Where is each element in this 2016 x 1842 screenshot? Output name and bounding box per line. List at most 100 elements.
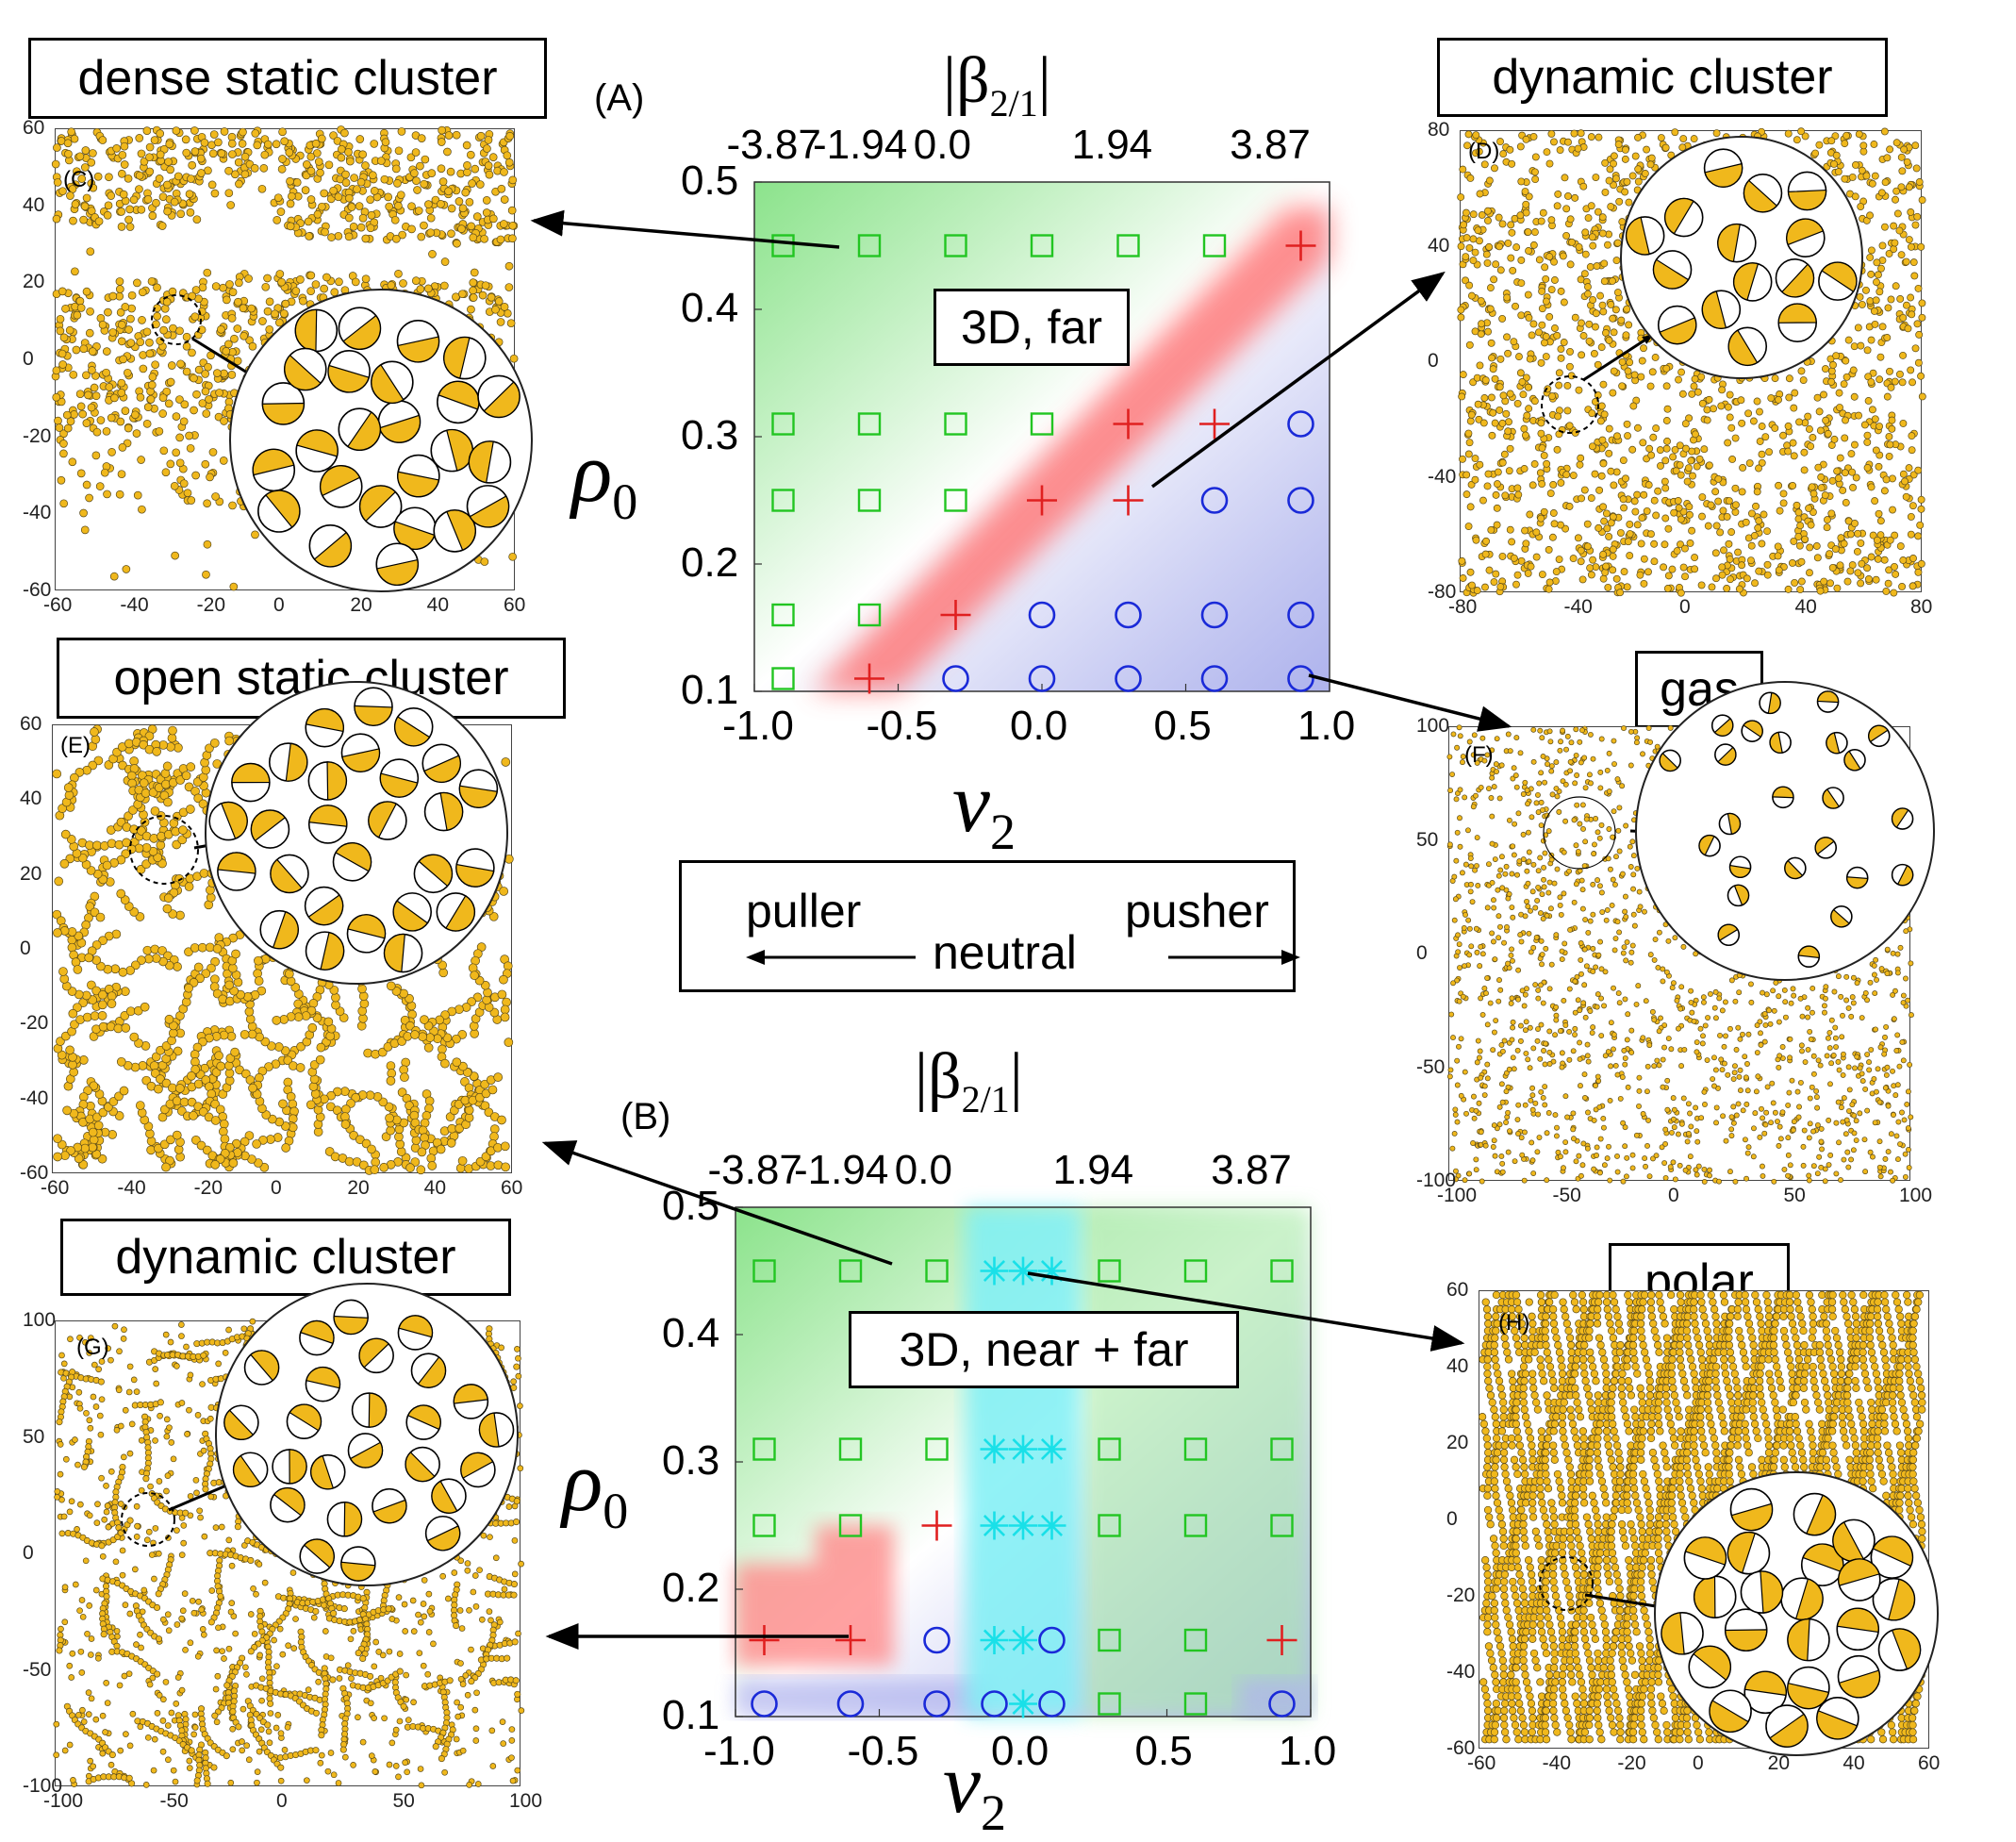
- particle: [403, 1629, 408, 1635]
- particle: [177, 210, 185, 218]
- particle: [142, 843, 151, 852]
- particle: [289, 1123, 297, 1132]
- particle: [230, 1709, 236, 1715]
- particle: [120, 1087, 128, 1095]
- particle: [254, 970, 262, 978]
- particle: [59, 360, 67, 368]
- particle: [122, 1023, 130, 1032]
- particle: [211, 1116, 220, 1124]
- particle: [169, 288, 176, 295]
- particle: [389, 1740, 395, 1746]
- particle: [87, 307, 94, 315]
- particle: [248, 1611, 254, 1617]
- particle: [262, 1580, 268, 1585]
- particle: [168, 1037, 176, 1045]
- zoom-particle: [469, 441, 510, 483]
- snapshot-c-panel: (C): [55, 128, 515, 590]
- particle: [418, 1767, 423, 1772]
- snapshot-g-title: dynamic cluster: [60, 1219, 511, 1296]
- particle: [380, 1163, 388, 1171]
- particle: [501, 196, 508, 204]
- particle: [165, 1723, 171, 1729]
- particle: [504, 152, 511, 159]
- particle: [266, 1729, 272, 1734]
- particle: [81, 1464, 87, 1469]
- particle: [200, 1382, 206, 1387]
- particle: [164, 894, 173, 903]
- particle: [109, 292, 117, 300]
- particle: [107, 1000, 116, 1008]
- particle: [119, 443, 126, 451]
- snapshot-c-ytick: -20: [23, 425, 51, 448]
- particle: [416, 1612, 421, 1618]
- particle: [60, 500, 68, 507]
- particle: [387, 1762, 392, 1767]
- particle: [393, 1763, 399, 1768]
- particle: [210, 738, 219, 747]
- particle: [252, 129, 259, 137]
- particle: [287, 977, 295, 986]
- particle: [162, 469, 170, 476]
- particle: [477, 132, 485, 140]
- particle: [282, 300, 289, 307]
- particle: [356, 136, 364, 143]
- particle: [67, 1663, 73, 1668]
- snapshot-c-ytick: -40: [23, 502, 51, 524]
- particle: [83, 420, 91, 427]
- particle: [183, 1344, 189, 1350]
- particle: [121, 987, 129, 996]
- zoom-particle: [309, 525, 351, 567]
- particle: [228, 1609, 234, 1615]
- particle: [245, 274, 253, 282]
- particle: [265, 1722, 271, 1728]
- zoom-particle: [438, 381, 479, 423]
- particle: [498, 990, 506, 999]
- particle: [168, 1084, 176, 1092]
- particle: [190, 1057, 199, 1066]
- particle: [160, 1697, 166, 1702]
- particle: [342, 171, 350, 178]
- particle: [59, 1531, 65, 1536]
- particle: [79, 1093, 88, 1102]
- particle: [89, 1143, 97, 1152]
- particle: [469, 964, 477, 972]
- particle: [70, 217, 77, 224]
- particle: [89, 348, 96, 356]
- particle: [160, 326, 168, 334]
- particle: [230, 335, 238, 342]
- particle: [278, 278, 286, 286]
- particle: [389, 1617, 395, 1622]
- particle: [335, 278, 342, 286]
- particle: [135, 844, 143, 853]
- particle: [128, 779, 137, 788]
- particle: [440, 1059, 449, 1068]
- snapshot-e-xtick: 40: [424, 1177, 446, 1200]
- particle: [257, 1652, 263, 1658]
- particle: [421, 1614, 427, 1619]
- particle: [345, 233, 353, 241]
- particle: [190, 374, 197, 382]
- particle: [251, 164, 258, 172]
- particle: [186, 805, 194, 813]
- particle: [144, 1537, 150, 1543]
- snapshot-e-zoom: [206, 682, 507, 984]
- particle: [508, 1755, 514, 1761]
- particle: [172, 552, 179, 559]
- particle: [100, 1713, 106, 1718]
- particle: [240, 305, 247, 312]
- particle: [190, 1598, 195, 1603]
- snapshot-e-xtick: 20: [347, 1177, 369, 1200]
- particle: [229, 1563, 235, 1568]
- particle: [330, 1677, 336, 1683]
- particle: [337, 1675, 342, 1681]
- particle: [457, 225, 465, 233]
- particle: [505, 262, 513, 270]
- particle: [112, 1323, 118, 1329]
- particle: [498, 185, 505, 192]
- particle: [307, 288, 315, 295]
- particle: [95, 1655, 101, 1661]
- particle: [267, 1740, 273, 1746]
- particle: [127, 1451, 133, 1456]
- zoom-particle: [328, 351, 370, 392]
- particle: [506, 132, 514, 140]
